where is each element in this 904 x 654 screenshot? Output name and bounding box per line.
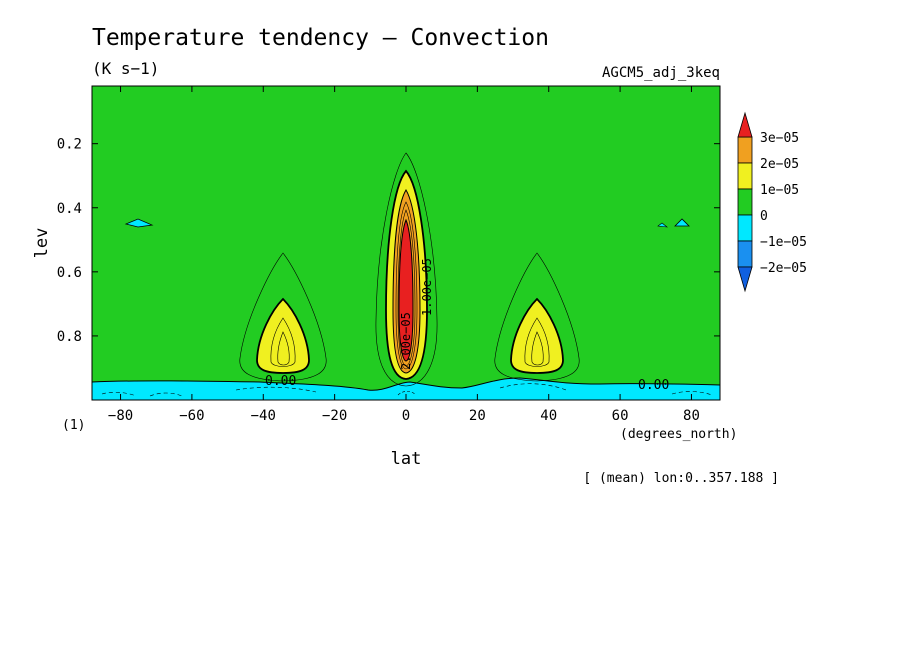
x-tick-label: 20 — [469, 408, 486, 424]
x-tick-label: 80 — [683, 408, 700, 424]
colorbar-swatch — [737, 188, 753, 216]
northern-maximum-yellow — [510, 297, 564, 374]
dashed-contour — [149, 392, 183, 397]
contour-line — [277, 331, 290, 366]
colorbar-swatch — [737, 162, 753, 190]
dashed-contour — [235, 386, 317, 393]
y-axis: 0.2 0.4 0.6 0.8 — [57, 137, 720, 345]
colorbar-level-label: −2e−05 — [760, 261, 807, 276]
colorbar-min-arrow — [737, 266, 753, 293]
x-axis: −80 −60 −40 −20 0 20 40 60 80 — [108, 86, 700, 424]
contour-line — [395, 201, 418, 370]
contour-label-zero-north: 0.00 — [638, 378, 669, 393]
x-tick-label: −60 — [179, 408, 204, 424]
footnote: [ (mean) lon:0..357.188 ] — [583, 471, 779, 486]
surface-cooling-region — [92, 377, 720, 400]
colorbar-level-label: 2e−05 — [760, 157, 799, 172]
x-tick-label: 40 — [540, 408, 557, 424]
x-tick-label: −20 — [322, 408, 347, 424]
contour-label-2e-05: 2.00e−05 — [399, 312, 413, 370]
dashed-contour — [671, 391, 713, 396]
x-tick-label: −40 — [251, 408, 276, 424]
cooling-patch — [657, 222, 668, 228]
contour-line — [494, 252, 580, 382]
x-unit-label: (degrees_north) — [620, 427, 737, 442]
contour-label-1e-05: 1.00e−05 — [420, 258, 434, 316]
contour-line — [397, 209, 416, 367]
chart-title: Temperature tendency — Convection — [92, 25, 549, 51]
contour-label-zero-south: 0.00 — [265, 374, 296, 389]
dashed-contour — [101, 391, 137, 397]
contour-line — [375, 152, 438, 387]
contour-line — [239, 252, 327, 382]
colorbar-swatch — [737, 136, 753, 164]
y-tick-label: 0.4 — [57, 201, 82, 217]
corner-label: (1) — [62, 418, 85, 433]
contour-line — [531, 331, 544, 366]
contour-line — [270, 317, 296, 367]
southern-maximum-yellow — [256, 297, 310, 374]
colorbar-swatch — [737, 240, 753, 268]
contour-line — [524, 317, 550, 367]
y-tick-label: 0.8 — [57, 329, 82, 345]
x-tick-label: −80 — [108, 408, 133, 424]
cooling-patch — [124, 218, 154, 228]
units-label: (K s−1) — [92, 59, 159, 78]
y-tick-label: 0.2 — [57, 137, 82, 153]
dashed-contour — [397, 390, 417, 396]
x-tick-label: 60 — [612, 408, 629, 424]
colorbar-level-label: −1e−05 — [760, 235, 807, 250]
contour-labels: 0.00 0.00 1.00e−05 2.00e−05 — [265, 258, 669, 393]
x-axis-title: lat — [391, 449, 422, 469]
colorbar-max-arrow — [737, 111, 753, 138]
y-tick-label: 0.6 — [57, 265, 82, 281]
x-tick-label: 0 — [402, 408, 410, 424]
colorbar-level-label: 3e−05 — [760, 131, 799, 146]
equatorial-maximum-red — [398, 218, 414, 362]
colorbar-level-label: 1e−05 — [760, 183, 799, 198]
colorbar: 3e−05 2e−05 1e−05 0 −1e−05 −2e−05 — [737, 111, 807, 293]
cooling-patch — [674, 218, 690, 227]
y-axis-title: lev — [32, 228, 52, 259]
dataset-label: AGCM5_adj_3keq — [602, 65, 720, 81]
colorbar-level-label: 0 — [760, 209, 768, 224]
colorbar-swatch — [737, 214, 753, 242]
